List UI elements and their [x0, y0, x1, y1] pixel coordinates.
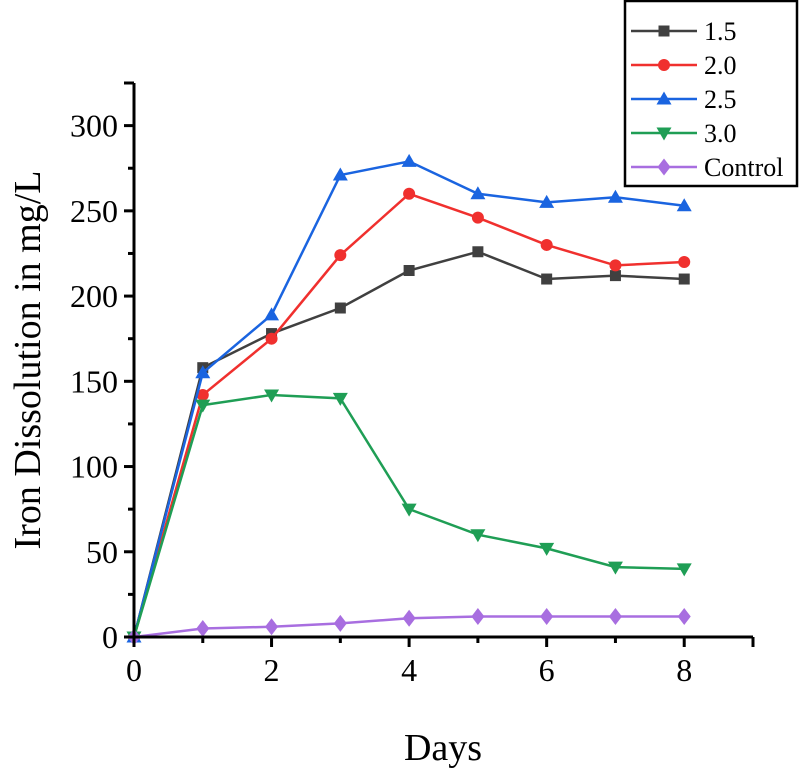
data-point: [195, 399, 211, 413]
axes: 0 2 4 6 8 0 50 100 150 200 250 300: [70, 81, 755, 688]
plot-area: [126, 153, 692, 646]
data-point: [334, 249, 347, 262]
series-2.0: [128, 187, 691, 643]
y-axis-label: Iron Dissolution in mg/L: [7, 171, 49, 550]
legend-marker: [658, 25, 670, 37]
data-point: [264, 389, 280, 403]
x-tick-label: 0: [126, 652, 142, 688]
data-point: [265, 332, 278, 345]
legend-label: 1.5: [704, 17, 737, 46]
data-point: [471, 211, 484, 224]
data-point: [196, 388, 209, 401]
legend-item-3.0: 3.0: [631, 119, 737, 148]
x-axis-label: Days: [404, 727, 482, 769]
legend-label: 3.0: [704, 119, 737, 148]
legend-item-1.5: 1.5: [631, 17, 737, 46]
series-line: [132, 192, 685, 638]
legend-label: Control: [704, 153, 783, 182]
data-point: [677, 608, 691, 626]
data-point: [196, 619, 210, 637]
data-point: [264, 307, 280, 321]
legend-item-2.5: 2.5: [631, 85, 737, 114]
data-point: [540, 608, 554, 626]
legend-label: 2.0: [704, 51, 737, 80]
data-point: [470, 529, 486, 543]
y-tick-label: 150: [70, 363, 118, 399]
series-Control: [127, 608, 691, 646]
series-2.5: [126, 153, 692, 643]
series-1.5: [128, 246, 690, 643]
data-point: [401, 153, 417, 167]
legend-marker: [657, 158, 671, 176]
data-point: [332, 392, 348, 406]
data-point: [333, 614, 347, 632]
data-point: [265, 618, 279, 636]
data-point: [472, 246, 484, 258]
data-point: [402, 609, 416, 627]
y-tick-label: 300: [70, 108, 118, 144]
x-tick-label: 2: [264, 652, 280, 688]
data-point: [403, 187, 416, 200]
series-line: [132, 250, 685, 638]
data-point: [539, 194, 555, 208]
y-tick-label: 250: [70, 193, 118, 229]
legend-label: 2.5: [704, 85, 737, 114]
x-tick-label: 4: [401, 652, 417, 688]
data-point: [609, 270, 621, 282]
legend-marker: [656, 91, 672, 105]
data-point: [403, 265, 415, 277]
data-point: [539, 542, 555, 556]
legend-marker: [658, 59, 670, 71]
legend: 1.5 2.0 2.5 3.0 Control: [623, 0, 799, 188]
data-point: [195, 365, 211, 379]
data-point: [332, 167, 348, 181]
y-tick-label: 200: [70, 278, 118, 314]
data-point: [541, 273, 553, 285]
data-point: [607, 561, 623, 575]
x-tick-label: 6: [539, 652, 555, 688]
data-point: [609, 259, 622, 272]
y-tick-label: 100: [70, 449, 118, 485]
y-tick-label: 0: [102, 619, 118, 655]
y-tick-label: 50: [86, 534, 118, 570]
legend-marker: [656, 127, 672, 141]
data-point: [334, 302, 346, 314]
data-point: [401, 503, 417, 517]
data-point: [676, 198, 692, 212]
series-3.0: [126, 389, 692, 645]
data-point: [607, 189, 623, 203]
legend-item-Control: Control: [631, 153, 783, 182]
data-point: [676, 563, 692, 577]
data-point: [471, 608, 485, 626]
data-point: [608, 608, 622, 626]
series-line: [132, 160, 685, 638]
data-point: [470, 186, 486, 200]
legend-item-2.0: 2.0: [631, 51, 737, 80]
data-point: [678, 273, 690, 285]
data-point: [678, 255, 691, 268]
x-tick-label: 8: [676, 652, 692, 688]
data-point: [540, 238, 553, 251]
